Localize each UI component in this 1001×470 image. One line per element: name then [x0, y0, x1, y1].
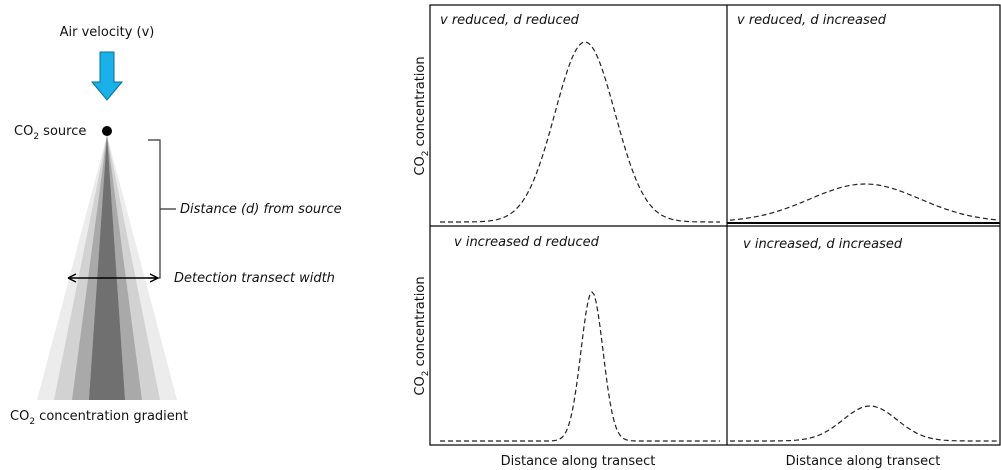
subscript: 2	[421, 371, 431, 377]
concentration-curve	[440, 291, 720, 442]
text-part: CO	[413, 376, 428, 395]
subscript: 2	[33, 132, 39, 142]
text-part: concentration	[413, 276, 428, 370]
subscript: 2	[29, 417, 35, 427]
source-label: CO2 source	[14, 124, 86, 142]
y-axis-label: CO2 concentration	[413, 56, 431, 175]
x-axis-label: Distance along transect	[501, 454, 656, 469]
panel-title: v reduced, d increased	[737, 13, 887, 28]
transect-arrow	[67, 273, 159, 283]
concentration-curve	[729, 183, 999, 221]
subscript: 2	[421, 151, 431, 157]
text-part: concentration	[413, 56, 428, 150]
panel-title: v reduced, d reduced	[440, 13, 580, 28]
text-part: CO	[10, 409, 29, 424]
concentration-curve	[730, 405, 998, 442]
panel-title: v increased d reduced	[454, 235, 600, 250]
x-axis-label: Distance along transect	[786, 454, 941, 469]
text-part: CO	[413, 156, 428, 175]
source-dot	[102, 126, 112, 136]
text-part: source	[39, 124, 86, 139]
air-arrow	[90, 51, 124, 101]
panel-title: v increased, d increased	[743, 237, 903, 252]
text-part: CO	[14, 124, 33, 139]
distance-label: Distance (d) from source	[180, 202, 342, 217]
distance-bracket	[148, 139, 176, 279]
concentration-curve	[440, 41, 720, 223]
panel-frame	[429, 4, 1001, 446]
air-velocity-label: Air velocity (v)	[60, 25, 155, 40]
transect-label: Detection transect width	[174, 271, 335, 286]
gradient-label: CO2 concentration gradient	[10, 409, 188, 427]
cone-layer	[89, 135, 125, 400]
text-part: concentration gradient	[35, 409, 188, 424]
y-axis-label: CO2 concentration	[413, 276, 431, 395]
